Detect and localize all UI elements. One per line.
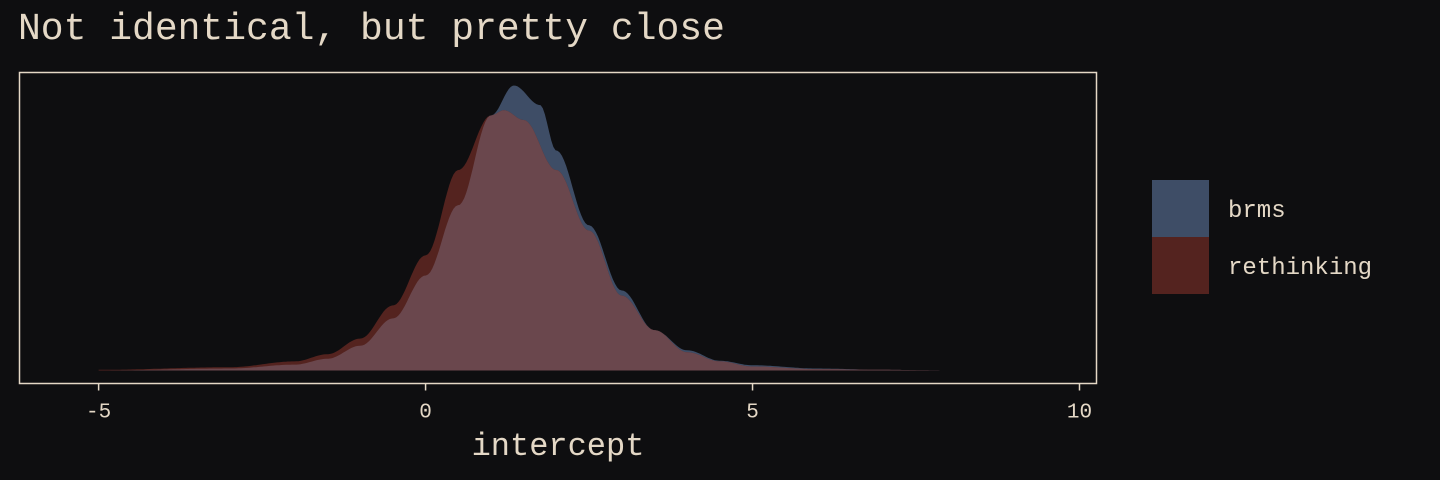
legend-key-rethinking <box>1152 237 1209 294</box>
legend-label-brms: brms <box>1228 198 1286 225</box>
panel-border <box>18 71 1098 385</box>
x-axis: -5 0 5 10 <box>86 383 1092 425</box>
x-tick-label: 0 <box>419 402 432 425</box>
x-tick-label: 5 <box>746 402 759 425</box>
density-areas <box>98 85 949 371</box>
x-axis-label: intercept <box>472 428 645 465</box>
chart-title: Not identical, but pretty close <box>18 8 725 51</box>
legend-key-brms <box>1152 180 1209 237</box>
x-tick-label: 10 <box>1067 402 1092 425</box>
legend: brms rethinking <box>1152 180 1372 294</box>
legend-label-rethinking: rethinking <box>1228 255 1372 282</box>
x-tick-label: -5 <box>86 402 111 425</box>
density-overlap <box>98 110 949 371</box>
